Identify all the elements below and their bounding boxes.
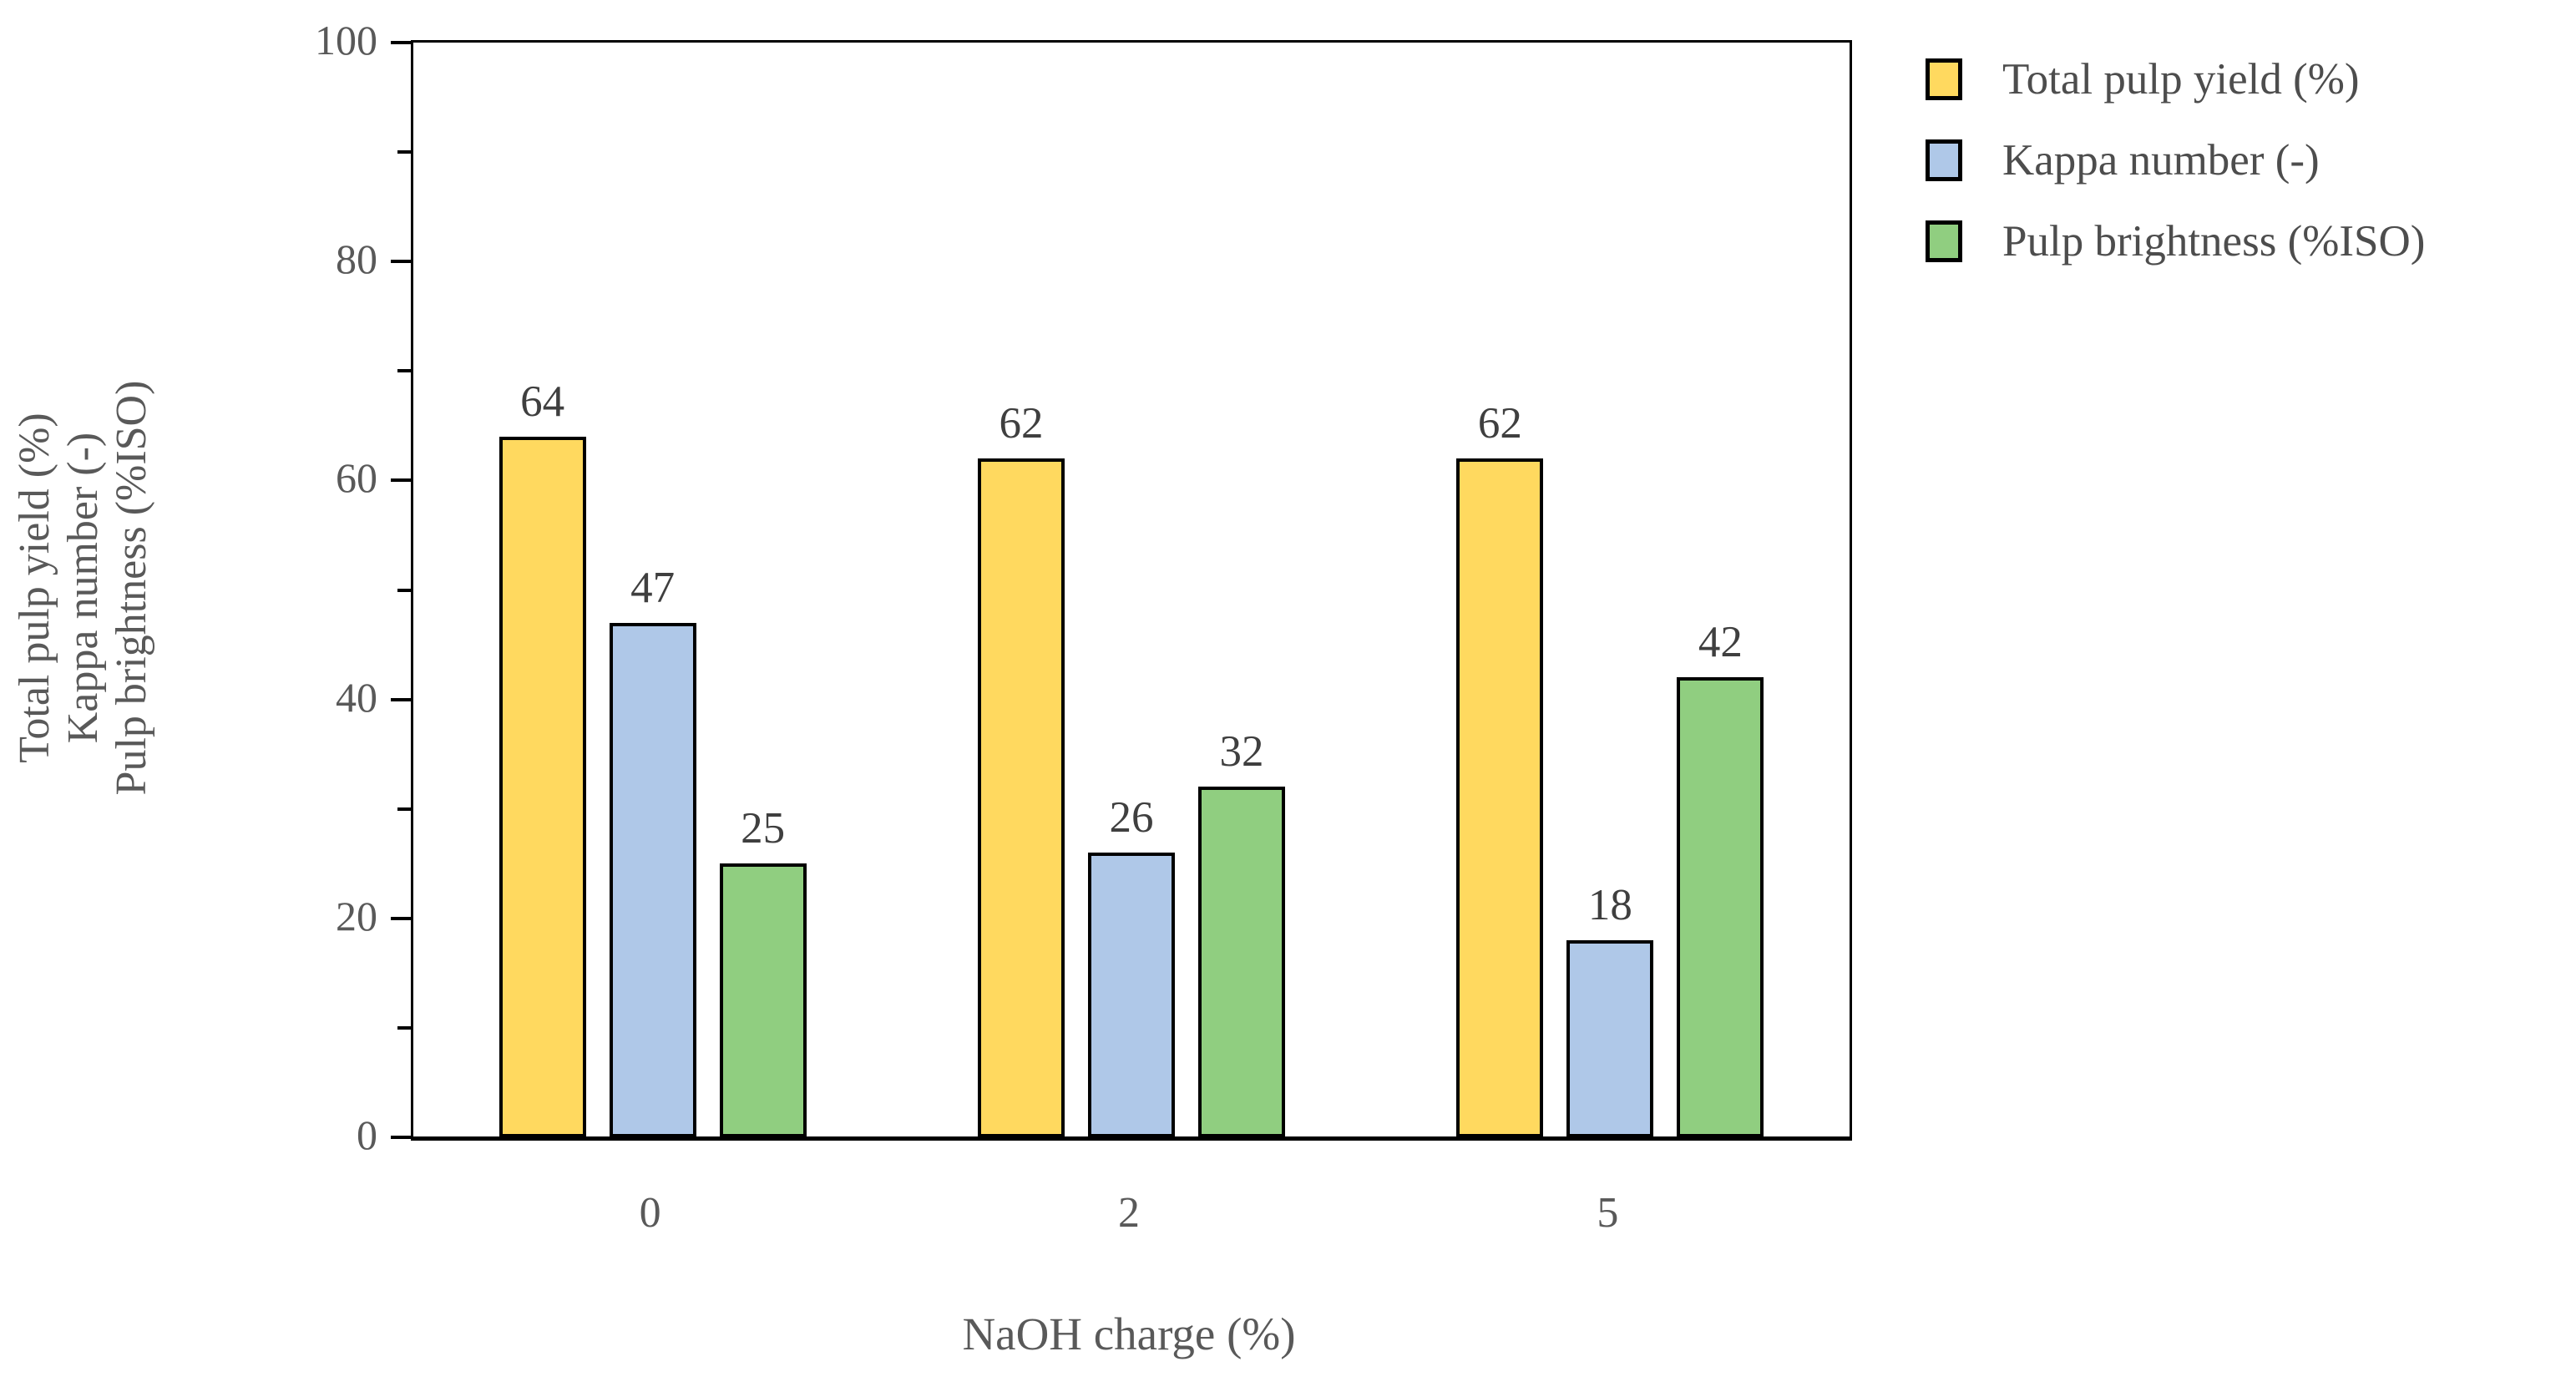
bar-kappa-number-2 (1087, 853, 1175, 1137)
bar-kappa-number-0 (609, 622, 696, 1137)
bar-group-2: 62 26 32 (892, 43, 1370, 1137)
legend-swatch-icon (1926, 220, 1962, 262)
y-axis-major-tick (391, 697, 411, 701)
bar-group-0: 64 47 25 (413, 43, 892, 1137)
y-axis-minor-tick (397, 150, 411, 154)
y-axis-title-line: Kappa number (-) (59, 432, 107, 744)
y-axis-major-tick (391, 1136, 411, 1139)
y-axis-title-line: Pulp brightness (%ISO) (108, 380, 155, 796)
bar-value-label: 62 (999, 399, 1044, 448)
bar-wrap: 32 (1197, 43, 1285, 1137)
legend-item: Total pulp yield (%) (1926, 53, 2360, 105)
plot-area: 64 47 25 62 26 32 62 18 42 (391, 40, 1852, 1141)
bar-pulp-brightness-iso-2 (1197, 787, 1285, 1137)
y-axis-minor-tick (397, 807, 411, 811)
y-axis-title: Total pulp yield (%) Kappa number (-) Pulp… (11, 195, 161, 980)
x-tick-label-5: 5 (1597, 1189, 1619, 1237)
bar-wrap: 62 (1456, 43, 1544, 1137)
legend-label: Kappa number (-) (2002, 136, 2320, 185)
y-axis-major-tick (391, 916, 411, 920)
bar-group-5: 62 18 42 (1371, 43, 1850, 1137)
bar-value-label: 26 (1109, 793, 1154, 843)
y-axis-minor-tick (397, 1025, 411, 1030)
bar-value-label: 62 (1477, 399, 1522, 448)
y-tick-label: 100 (315, 17, 377, 63)
bar-kappa-number-5 (1566, 940, 1654, 1137)
bar-wrap: 47 (609, 43, 696, 1137)
bar-pulp-brightness-iso-0 (719, 863, 807, 1137)
bar-total-pulp-yield-2 (977, 458, 1065, 1137)
bar-wrap: 42 (1677, 43, 1764, 1137)
y-tick-label: 60 (336, 454, 377, 502)
bar-wrap: 25 (719, 43, 807, 1137)
bar-wrap: 64 (498, 43, 586, 1137)
bar-value-label: 25 (741, 804, 786, 853)
x-tick-label-2: 2 (1117, 1189, 1140, 1237)
legend-item: Pulp brightness (%ISO) (1926, 215, 2425, 267)
legend-label: Total pulp yield (%) (2002, 55, 2360, 104)
legend-item: Kappa number (-) (1926, 134, 2320, 186)
bar-wrap: 26 (1087, 43, 1175, 1137)
y-axis-major-tick (391, 260, 411, 264)
y-axis-minor-tick (397, 588, 411, 592)
bar-wrap: 62 (977, 43, 1065, 1137)
bar-value-label: 64 (520, 377, 565, 426)
y-tick-label: 0 (357, 1111, 377, 1158)
legend-swatch-icon (1926, 58, 1962, 100)
bar-wrap: 18 (1566, 43, 1654, 1137)
y-axis-title-line: Total pulp yield (%) (11, 413, 58, 763)
y-axis-major-tick (391, 41, 411, 44)
y-axis-major-tick (391, 478, 411, 483)
bar-value-label: 42 (1698, 618, 1743, 667)
y-tick-label: 40 (336, 673, 377, 721)
x-axis-line (411, 1136, 1852, 1141)
bar-pulp-brightness-iso-5 (1677, 677, 1764, 1137)
bar-value-label: 47 (630, 563, 676, 612)
x-tick-label-0: 0 (639, 1189, 661, 1237)
legend-label: Pulp brightness (%ISO) (2002, 217, 2426, 266)
bar-value-label: 18 (1587, 881, 1632, 930)
y-tick-label: 20 (336, 892, 377, 939)
legend-swatch-icon (1926, 139, 1962, 181)
x-axis-title: NaOH charge (%) (962, 1308, 1296, 1359)
bar-total-pulp-yield-5 (1456, 458, 1544, 1137)
bar-total-pulp-yield-0 (498, 436, 586, 1137)
y-tick-label: 80 (336, 235, 377, 283)
y-axis-minor-tick (397, 369, 411, 373)
bar-value-label: 32 (1219, 727, 1264, 777)
